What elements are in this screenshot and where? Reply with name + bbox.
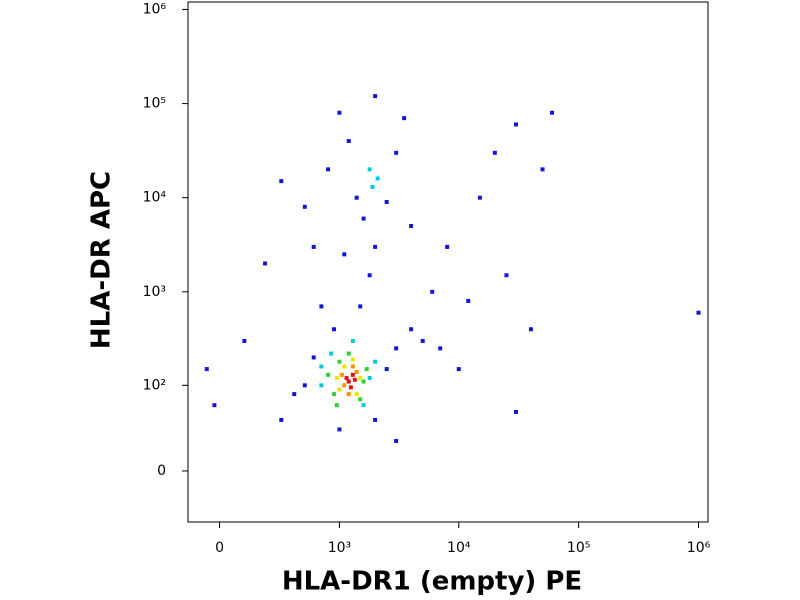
point xyxy=(367,273,372,278)
point xyxy=(361,403,366,408)
point xyxy=(332,392,337,397)
y-tick-label: 10⁶ xyxy=(143,1,167,17)
point xyxy=(430,289,435,294)
point xyxy=(394,438,399,443)
point xyxy=(337,359,342,364)
point xyxy=(346,392,351,397)
point xyxy=(375,176,380,181)
point xyxy=(339,372,344,377)
point xyxy=(361,216,366,221)
point xyxy=(373,94,378,99)
point xyxy=(292,392,297,397)
point xyxy=(477,195,482,200)
point xyxy=(550,110,555,115)
point xyxy=(492,150,497,155)
point xyxy=(348,385,353,390)
point xyxy=(438,346,443,351)
point xyxy=(350,357,355,362)
y-tick-label: 10² xyxy=(143,377,166,393)
plot-frame xyxy=(187,1,709,523)
point xyxy=(263,261,268,266)
point xyxy=(302,204,307,209)
point xyxy=(456,367,461,372)
point xyxy=(364,367,369,372)
point xyxy=(342,383,347,388)
point xyxy=(302,383,307,388)
point xyxy=(337,427,342,432)
point xyxy=(384,200,389,205)
point xyxy=(394,346,399,351)
point xyxy=(326,167,331,172)
y-tick-label: 10³ xyxy=(143,284,166,300)
point xyxy=(361,379,366,384)
point xyxy=(384,367,389,372)
point xyxy=(212,403,217,408)
point xyxy=(370,184,375,189)
x-tick-label: 10⁴ xyxy=(447,540,471,556)
y-tick-label: 10⁴ xyxy=(143,190,167,206)
point xyxy=(242,338,247,343)
point xyxy=(367,376,372,381)
y-axis-title: HLA-DR APC xyxy=(87,171,117,349)
point xyxy=(329,351,334,356)
point xyxy=(319,383,324,388)
point xyxy=(342,252,347,257)
y-tick-label: 0 xyxy=(157,463,166,479)
x-tick-label: 10⁵ xyxy=(567,540,590,556)
point xyxy=(344,376,349,381)
point xyxy=(337,387,342,392)
x-axis-title: HLA-DR1 (empty) PE xyxy=(282,567,582,597)
point xyxy=(350,338,355,343)
point xyxy=(373,359,378,364)
point xyxy=(358,376,363,381)
point xyxy=(513,122,518,127)
point xyxy=(528,327,533,332)
point xyxy=(326,372,331,377)
point xyxy=(319,364,324,369)
x-tick-label: 0 xyxy=(215,540,224,556)
x-tick-label: 10³ xyxy=(328,540,351,556)
point xyxy=(504,273,509,278)
point xyxy=(409,327,414,332)
point xyxy=(367,167,372,172)
point xyxy=(358,397,363,402)
point xyxy=(354,392,359,397)
point xyxy=(311,355,316,360)
point xyxy=(346,139,351,144)
point xyxy=(332,327,337,332)
point xyxy=(394,150,399,155)
point xyxy=(342,364,347,369)
point xyxy=(373,244,378,249)
point xyxy=(350,364,355,369)
y-tick-label: 10⁵ xyxy=(143,96,166,112)
point xyxy=(350,372,355,377)
point xyxy=(354,369,359,374)
point xyxy=(466,298,471,303)
point xyxy=(346,379,351,384)
point xyxy=(696,310,701,315)
point xyxy=(334,403,339,408)
point xyxy=(409,224,414,229)
point xyxy=(279,417,284,422)
point xyxy=(311,244,316,249)
point xyxy=(540,167,545,172)
point xyxy=(337,110,342,115)
point xyxy=(373,417,378,422)
point xyxy=(279,179,284,184)
point xyxy=(319,304,324,309)
point xyxy=(346,351,351,356)
point xyxy=(354,195,359,200)
point xyxy=(352,377,357,382)
point xyxy=(420,338,425,343)
point xyxy=(445,244,450,249)
point xyxy=(402,116,407,121)
point xyxy=(513,409,518,414)
point xyxy=(204,367,209,372)
x-tick-label: 10⁶ xyxy=(687,540,711,556)
point xyxy=(334,376,339,381)
point xyxy=(358,304,363,309)
